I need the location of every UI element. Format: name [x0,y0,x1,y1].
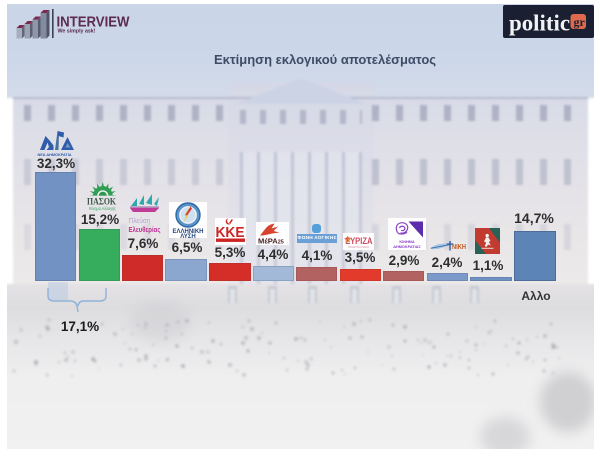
svg-text:gr: gr [574,15,586,29]
svg-text:politic: politic [509,11,570,36]
svg-text:ΠΡΟΟΔΕΥΤΙΚΗ ΣΥΜΜΑΧΙΑ: ΠΡΟΟΔΕΥΤΙΚΗ ΣΥΜΜΑΧΙΑ [348,245,369,249]
svg-text:ΠΑΣΟΚ: ΠΑΣΟΚ [87,198,116,208]
svg-text:Κίνημα Αλλαγής: Κίνημα Αλλαγής [89,206,116,211]
svg-text:ΔΗΜΟΚΡΑΤΙΑΣ: ΔΗΜΟΚΡΑΤΙΑΣ [393,245,421,249]
svg-text:ΝΕΑ ΔΗΜΟΚΡΑΤΙΑ: ΝΕΑ ΔΗΜΟΚΡΑΤΙΑ [38,153,72,157]
svg-text:ΝΙΚΗ: ΝΙΚΗ [452,244,466,251]
svg-text:ΚΚΕ: ΚΚΕ [216,225,245,241]
svg-text:INTERVIEW: INTERVIEW [57,15,130,31]
svg-text:ΚΙΝΗΜΑ: ΚΙΝΗΜΑ [399,240,414,244]
svg-text:ΕΛΛΗΝΙΚΗ: ΕΛΛΗΝΙΚΗ [173,229,204,235]
svg-text:Πλεύση: Πλεύση [129,216,151,225]
svg-text:ΛΥΣΗ: ΛΥΣΗ [180,234,195,238]
svg-text:ΜέΡΑ25: ΜέΡΑ25 [258,237,284,246]
svg-text:ΣΥΡΙΖΑ: ΣΥΡΙΖΑ [346,236,374,246]
svg-text:We simply ask!: We simply ask! [58,29,96,35]
svg-text:Ελευθερίας: Ελευθερίας [129,225,161,234]
